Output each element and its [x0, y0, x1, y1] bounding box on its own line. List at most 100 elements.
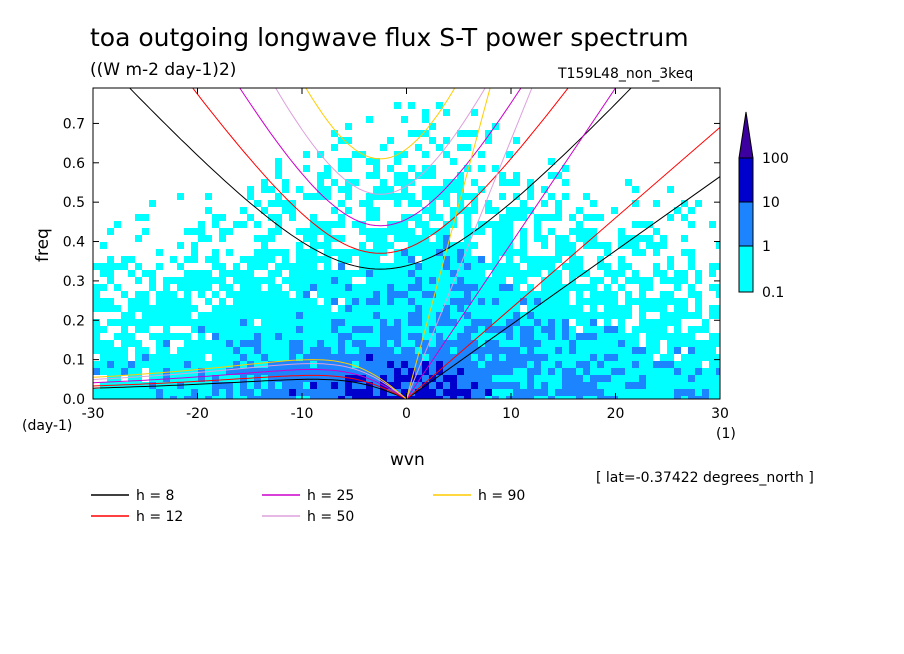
heatmap-cell — [422, 375, 429, 382]
heatmap-cell — [429, 277, 436, 284]
heatmap-cell — [681, 312, 688, 319]
heatmap-cell — [191, 319, 198, 326]
heatmap-cell — [485, 137, 492, 144]
heatmap-cell — [373, 368, 380, 375]
heatmap-cell — [499, 354, 506, 361]
heatmap-cell — [576, 375, 583, 382]
heatmap-cell — [576, 305, 583, 312]
heatmap-cell — [219, 396, 226, 399]
heatmap-cell — [611, 291, 618, 298]
heatmap-cell — [394, 277, 401, 284]
heatmap-cell — [513, 291, 520, 298]
heatmap-cell — [303, 389, 310, 396]
heatmap-cell — [450, 298, 457, 305]
heatmap-cell — [646, 284, 653, 291]
heatmap-cell — [212, 249, 219, 256]
heatmap-cell — [324, 249, 331, 256]
heatmap-cell — [338, 319, 345, 326]
heatmap-cell — [583, 340, 590, 347]
heatmap-cell — [492, 375, 499, 382]
heatmap-cell — [212, 375, 219, 382]
heatmap-cell — [590, 333, 597, 340]
heatmap-cell — [492, 270, 499, 277]
heatmap-cell — [478, 354, 485, 361]
heatmap-cell — [100, 368, 107, 375]
heatmap-cell — [667, 389, 674, 396]
heatmap-cell — [653, 396, 660, 399]
heatmap-cell — [688, 368, 695, 375]
heatmap-cell — [457, 375, 464, 382]
heatmap-cell — [100, 396, 107, 399]
heatmap-cell — [380, 326, 387, 333]
heatmap-cell — [205, 361, 212, 368]
heatmap-cell — [247, 298, 254, 305]
heatmap-cell — [541, 340, 548, 347]
heatmap-cell — [583, 319, 590, 326]
heatmap-cell — [268, 326, 275, 333]
heatmap-cell — [324, 256, 331, 263]
heatmap-cell — [408, 249, 415, 256]
heatmap-cell — [198, 361, 205, 368]
heatmap-cell — [233, 347, 240, 354]
heatmap-cell — [422, 221, 429, 228]
heatmap-cell — [366, 172, 373, 179]
heatmap-cell — [429, 193, 436, 200]
heatmap-cell — [198, 235, 205, 242]
heatmap-cell — [429, 347, 436, 354]
heatmap-cell — [422, 396, 429, 399]
heatmap-cell — [415, 277, 422, 284]
heatmap-cell — [464, 130, 471, 137]
heatmap-cell — [261, 389, 268, 396]
heatmap-cell — [695, 326, 702, 333]
heatmap-cell — [667, 396, 674, 399]
heatmap-cell — [373, 172, 380, 179]
chart-units: ((W m-2 day-1)2) — [90, 60, 236, 80]
heatmap-cell — [366, 326, 373, 333]
heatmap-cell — [632, 333, 639, 340]
heatmap-cell — [394, 179, 401, 186]
heatmap-cell — [387, 347, 394, 354]
heatmap-cell — [422, 207, 429, 214]
heatmap-cell — [513, 389, 520, 396]
heatmap-cell — [464, 333, 471, 340]
heatmap-cell — [226, 389, 233, 396]
heatmap-cell — [373, 298, 380, 305]
heatmap-cell — [317, 193, 324, 200]
heatmap-cell — [331, 375, 338, 382]
heatmap-cell — [506, 389, 513, 396]
heatmap-cell — [324, 235, 331, 242]
heatmap-cell — [415, 368, 422, 375]
heatmap-cell — [275, 200, 282, 207]
heatmap-cell — [394, 284, 401, 291]
heatmap-cell — [464, 340, 471, 347]
heatmap-cell — [471, 291, 478, 298]
heatmap-cell — [317, 172, 324, 179]
heatmap-cell — [345, 298, 352, 305]
heatmap-cell — [422, 284, 429, 291]
heatmap-cell — [492, 221, 499, 228]
heatmap-cell — [688, 354, 695, 361]
heatmap-cell — [247, 270, 254, 277]
heatmap-cell — [681, 277, 688, 284]
heatmap-cell — [625, 298, 632, 305]
heatmap-cell — [317, 179, 324, 186]
heatmap-cell — [247, 256, 254, 263]
heatmap-cell — [597, 340, 604, 347]
heatmap-cell — [310, 228, 317, 235]
heatmap-cell — [205, 340, 212, 347]
heatmap-cell — [415, 319, 422, 326]
heatmap-cell — [415, 312, 422, 319]
heatmap-cell — [534, 368, 541, 375]
heatmap-cell — [338, 263, 345, 270]
heatmap-cell — [338, 312, 345, 319]
heatmap-cell — [499, 242, 506, 249]
heatmap-cell — [359, 375, 366, 382]
heatmap-cell — [597, 382, 604, 389]
heatmap-cell — [597, 291, 604, 298]
heatmap-cell — [660, 305, 667, 312]
heatmap-cell — [100, 340, 107, 347]
heatmap-cell — [401, 221, 408, 228]
heatmap-cell — [149, 312, 156, 319]
heatmap-cell — [415, 333, 422, 340]
